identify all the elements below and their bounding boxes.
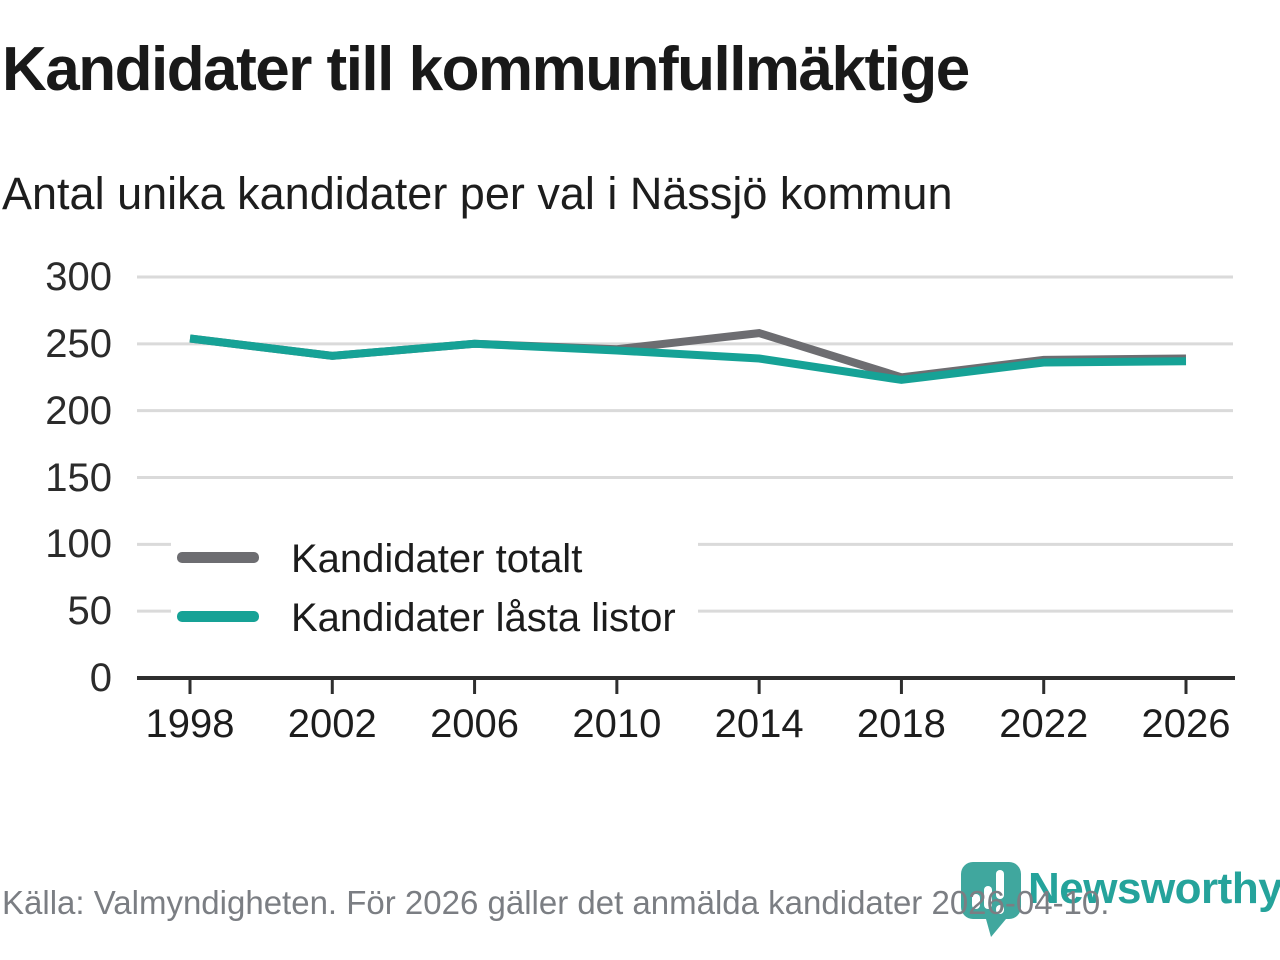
legend-swatch-kandidater-totalt bbox=[177, 552, 259, 563]
legend-label-kandidater-totalt: Kandidater totalt bbox=[291, 537, 583, 581]
newsworthy-pin-barchart-icon bbox=[961, 862, 1021, 937]
source-note: Källa: Valmyndigheten. För 2026 gäller d… bbox=[2, 884, 1110, 921]
legend-label-kandidater-lasta-listor: Kandidater låsta listor bbox=[291, 596, 676, 640]
legend-swatch-kandidater-lasta-listor bbox=[177, 611, 259, 622]
newsworthy-wordmark: Newsworthy bbox=[1028, 864, 1280, 913]
series-line-kandidater-l-sta-listor bbox=[189, 334, 1187, 384]
chart-title: Kandidater till kommunfullmäktige bbox=[2, 35, 970, 104]
legend-background bbox=[171, 533, 698, 652]
chart-subtitle: Antal unika kandidater per val i Nässjö … bbox=[2, 168, 953, 219]
newsworthy-logo[interactable]: Newsworthy bbox=[961, 860, 1280, 944]
